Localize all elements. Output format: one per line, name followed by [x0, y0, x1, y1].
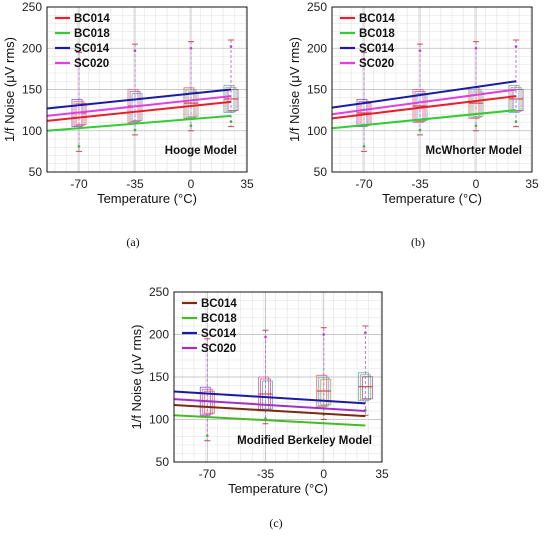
chart-0-y-tick-label: 250 — [22, 0, 42, 14]
chart-1-box-outlier — [514, 120, 518, 123]
chart-1-x-axis-label: Temperature (°C) — [382, 191, 482, 206]
chart-0-legend-label-bc014: BC014 — [74, 13, 110, 25]
chart-1-x-tick-label: -70 — [355, 177, 373, 191]
caption-b: (b) — [411, 235, 425, 249]
chart-0-box-outlier — [77, 57, 81, 61]
chart-2-legend-label-sc020: SC020 — [201, 343, 236, 355]
chart-1-series-line-sc020 — [331, 88, 517, 116]
chart-0-series-line-bc014 — [46, 100, 232, 122]
chart-1-legend-label-sc020: SC020 — [359, 58, 394, 70]
chart-0-model-annotation: Hooge Model — [165, 145, 237, 157]
chart-2-box-outlier — [364, 331, 367, 335]
chart-2-x-tick-label: 0 — [320, 467, 327, 481]
chart-0-legend-label-sc020: SC020 — [74, 58, 109, 70]
chart-0-box — [187, 91, 199, 117]
chart-1-y-tick-label: 100 — [307, 124, 327, 138]
chart-2-series-line-sc014 — [173, 390, 366, 405]
chart-0-x-tick-label: -35 — [126, 177, 144, 191]
chart-0-legend-label-bc018: BC018 — [74, 28, 110, 40]
chart-0: 50 100 150 200 250 -70 -35 0 35 Temperature (°C) 1… — [2, 0, 254, 206]
chart-1-frame — [331, 6, 533, 173]
chart-2-x-tick-label: -70 — [199, 467, 217, 481]
chart-1-series-line-sc014 — [331, 80, 517, 109]
chart-2-box-outlier — [322, 333, 326, 336]
chart-2: 50 100 150 200 250 -70 -35 0 35 Temperature (°C) 1… — [129, 285, 389, 496]
chart-2-box-outlier — [205, 434, 209, 437]
chart-0-box — [227, 88, 239, 112]
chart-1-box — [472, 91, 484, 117]
chart-0-y-tick-label: 50 — [29, 165, 43, 179]
chart-1-box-outlier — [362, 57, 366, 61]
chart-1-series-line-bc014 — [331, 95, 517, 120]
chart-2-x-tick-label: -35 — [257, 467, 275, 481]
chart-1-y-tick-label: 250 — [307, 0, 327, 14]
chart-0-y-axis-label: 1/f Noise (μV rms) — [2, 37, 17, 142]
chart-2-model-annotation: Modified Berkeley Model — [237, 435, 372, 447]
chart-2-y-tick-label: 200 — [149, 328, 169, 342]
chart-1-legend-label-sc014: SC014 — [359, 43, 395, 55]
chart-2-box-outlier — [205, 344, 209, 347]
chart-1-y-tick-label: 50 — [314, 165, 328, 179]
chart-1-box-outlier — [418, 128, 422, 132]
chart-1-series-line-bc018 — [331, 109, 517, 130]
chart-1-model-annotation: McWhorter Model — [426, 145, 522, 157]
chart-1-box-outlier — [474, 124, 478, 128]
chart-0-box-outlier — [189, 46, 193, 50]
chart-0-x-tick-label: 0 — [188, 177, 195, 191]
caption-c: (c) — [269, 516, 282, 530]
chart-0-series-line-sc014 — [46, 88, 232, 110]
chart-0-x-tick-label: 35 — [240, 177, 254, 191]
chart-1: 50 100 150 200 250 -70 -35 0 35 Temperature (°C) 1… — [287, 0, 539, 206]
chart-1-y-tick-label: 150 — [307, 83, 327, 97]
chart-2-series-line-bc014 — [173, 404, 366, 418]
chart-0-frame — [46, 6, 248, 173]
chart-1-box-outlier — [362, 145, 366, 148]
chart-0-x-axis-label: Temperature (°C) — [97, 191, 197, 206]
chart-2-box — [262, 380, 273, 410]
chart-0-box-outlier — [229, 45, 233, 48]
chart-2-box — [361, 376, 373, 400]
chart-0-box-outlier — [189, 124, 193, 128]
chart-2-box — [320, 378, 332, 406]
chart-0-box-outlier — [77, 145, 81, 148]
chart-2-y-tick-label: 100 — [149, 413, 169, 427]
chart-2-y-tick-label: 50 — [156, 455, 170, 469]
chart-0-box — [75, 102, 87, 126]
chart-0-box-outlier — [133, 128, 137, 132]
chart-2-x-axis-label: Temperature (°C) — [228, 481, 328, 496]
chart-2-box-outlier — [264, 335, 267, 339]
chart-1-box-outlier — [514, 45, 518, 48]
chart-2-y-tick-label: 250 — [149, 285, 169, 299]
chart-0-box-outlier — [229, 120, 233, 123]
chart-0-y-tick-label: 150 — [22, 83, 42, 97]
caption-a: (a) — [126, 235, 139, 249]
chart-2-series-line-bc018 — [173, 414, 366, 427]
chart-2-series-line-sc020 — [173, 398, 366, 412]
chart-0-y-tick-label: 100 — [22, 124, 42, 138]
chart-1-box-outlier — [474, 46, 478, 50]
chart-1-box-outlier — [418, 49, 422, 53]
chart-1-y-axis-label: 1/f Noise (μV rms) — [287, 37, 302, 142]
chart-2-legend-label-bc014: BC014 — [201, 298, 237, 310]
chart-2-x-tick-label: 35 — [375, 467, 389, 481]
chart-1-legend-label-bc014: BC014 — [359, 13, 395, 25]
chart-1-box — [512, 88, 524, 112]
chart-1-legend-label-bc018: BC018 — [359, 28, 395, 40]
chart-0-legend-label-sc014: SC014 — [74, 43, 110, 55]
chart-2-y-axis-label: 1/f Noise (μV rms) — [129, 324, 144, 429]
chart-1-x-tick-label: 0 — [473, 177, 480, 191]
chart-2-frame — [173, 291, 383, 463]
chart-1-y-tick-label: 200 — [307, 41, 327, 55]
chart-1-x-tick-label: 35 — [525, 177, 539, 191]
chart-0-x-tick-label: -70 — [70, 177, 88, 191]
chart-2-legend-label-sc014: SC014 — [201, 328, 237, 340]
chart-0-box-outlier — [133, 49, 137, 53]
chart-2-y-tick-label: 150 — [149, 370, 169, 384]
chart-0-series-line-bc018 — [46, 114, 232, 132]
chart-1-x-tick-label: -35 — [411, 177, 429, 191]
chart-0-series-line-sc020 — [46, 95, 232, 117]
chart-2-legend-label-bc018: BC018 — [201, 313, 237, 325]
chart-0-y-tick-label: 200 — [22, 41, 42, 55]
